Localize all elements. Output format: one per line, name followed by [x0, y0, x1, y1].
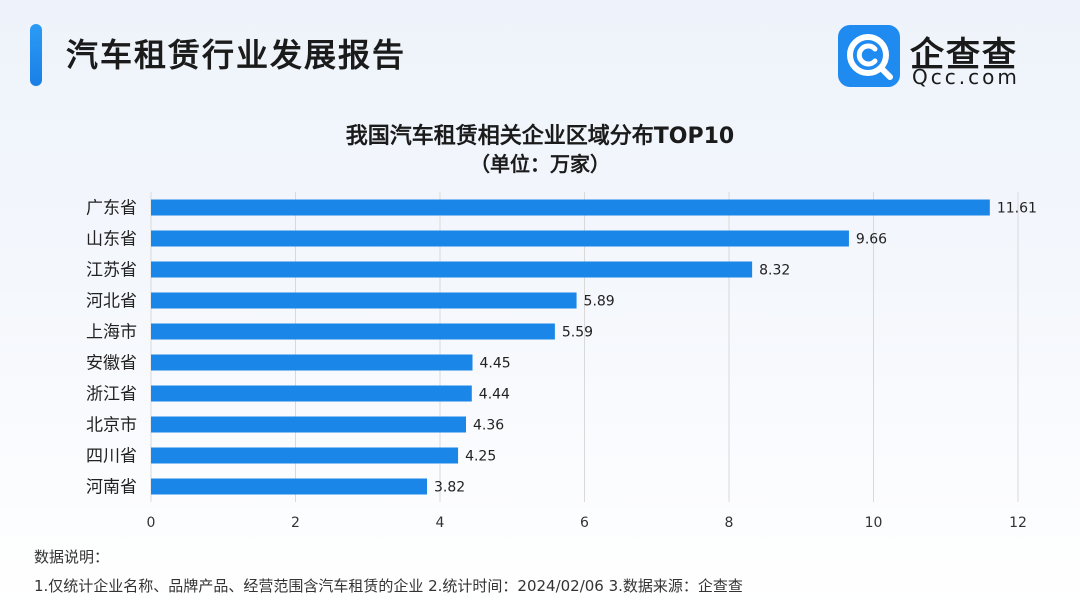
value-label: 8.32 [759, 263, 790, 279]
x-tick-label: 10 [865, 515, 883, 531]
bar [151, 292, 577, 309]
bar [151, 230, 849, 247]
bar [151, 354, 473, 371]
bar [151, 199, 990, 216]
category-label: 浙江省 [86, 385, 137, 405]
category-label: 上海市 [86, 323, 137, 343]
value-label: 4.25 [465, 449, 496, 465]
x-tick-label: 8 [725, 515, 734, 531]
bar [151, 385, 472, 402]
value-label: 3.82 [434, 480, 465, 496]
notes-label: 数据说明： [34, 548, 110, 566]
x-tick-label: 0 [147, 515, 156, 531]
bar [151, 261, 753, 278]
x-tick-label: 2 [291, 515, 300, 531]
header-accent-bar [30, 24, 42, 86]
category-label: 安徽省 [86, 354, 137, 374]
bar [151, 323, 555, 340]
chart-subtitle: （单位：万家） [470, 152, 610, 176]
category-label: 河南省 [86, 478, 137, 498]
chart-title: 我国汽车租赁相关企业区域分布TOP10 [345, 124, 735, 149]
category-label: 四川省 [86, 447, 137, 467]
logo-name-en: Qcc.com [912, 65, 1020, 89]
bar [151, 447, 459, 464]
category-label: 山东省 [86, 230, 137, 250]
report-title: 汽车租赁行业发展报告 [66, 36, 407, 74]
value-label: 9.66 [856, 232, 887, 248]
category-label: 河北省 [86, 292, 137, 312]
qcc-magnifier-c-icon [838, 25, 900, 87]
brand-logo: 企查查 Qcc.com [838, 25, 1058, 89]
category-label: 江苏省 [86, 261, 137, 281]
value-label: 4.36 [473, 418, 504, 434]
value-label: 5.89 [584, 294, 615, 310]
category-label: 广东省 [86, 199, 137, 219]
value-label: 4.45 [480, 356, 511, 372]
x-tick-label: 12 [1009, 515, 1027, 531]
bar [151, 478, 427, 495]
notes-text: 1.仅统计企业名称、品牌产品、经营范围含汽车租赁的企业 2.统计时间：2024/… [34, 577, 743, 595]
x-tick-label: 6 [580, 515, 589, 531]
logo-name-cn: 企查查 [910, 35, 1018, 75]
value-label: 11.61 [997, 201, 1037, 217]
value-label: 5.59 [562, 325, 593, 341]
bar [151, 416, 467, 433]
value-label: 4.44 [479, 387, 510, 403]
category-label: 北京市 [86, 416, 137, 436]
x-tick-label: 4 [436, 515, 445, 531]
